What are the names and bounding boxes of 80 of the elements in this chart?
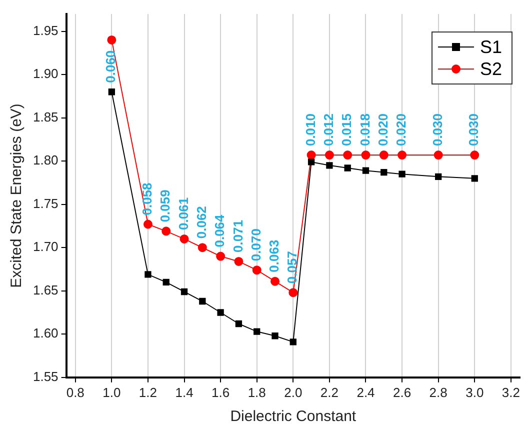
annotation: 0.063 xyxy=(266,240,282,272)
point xyxy=(272,332,278,340)
y-tick-label: 1.55 xyxy=(32,368,58,384)
point xyxy=(343,150,352,160)
point xyxy=(306,150,316,160)
annotation: 0.059 xyxy=(158,190,173,222)
point xyxy=(435,173,442,180)
annotation: 0.020 xyxy=(394,113,409,146)
annotation: 0.070 xyxy=(248,228,264,262)
x-tick-label: 1.0 xyxy=(102,384,121,400)
point xyxy=(180,288,188,296)
point xyxy=(216,252,226,261)
point xyxy=(361,150,370,160)
y-tick-label: 1.90 xyxy=(32,66,58,82)
point xyxy=(108,88,115,96)
point xyxy=(290,338,296,346)
x-tick-label: 3.2 xyxy=(502,384,520,400)
point xyxy=(308,158,315,166)
point xyxy=(270,276,280,286)
point xyxy=(471,175,478,182)
point xyxy=(434,150,443,160)
point xyxy=(143,220,152,229)
annotation: 0.057 xyxy=(284,251,300,284)
x-tick-label: 2.2 xyxy=(320,384,338,400)
annotation: 0.015 xyxy=(339,113,354,146)
point xyxy=(217,309,224,316)
annotation: 0.020 xyxy=(375,113,390,146)
annotation: 0.018 xyxy=(357,113,372,146)
annotation: 0.010 xyxy=(302,113,318,146)
point xyxy=(380,169,388,176)
y-tick-label: 1.85 xyxy=(32,109,58,124)
point xyxy=(144,271,152,278)
annotation: 0.071 xyxy=(230,220,246,252)
annotation: 0.062 xyxy=(194,206,209,239)
legend-label: S2 xyxy=(480,58,502,79)
point xyxy=(235,320,242,328)
x-tick-label: 2.0 xyxy=(284,384,302,400)
point xyxy=(470,150,480,160)
y-tick-label: 1.60 xyxy=(32,326,58,341)
legend-label: S1 xyxy=(480,36,502,57)
x-tick-label: 2.8 xyxy=(429,384,448,400)
annotation: 0.030 xyxy=(430,113,445,146)
y-tick-label: 1.95 xyxy=(32,22,58,38)
point xyxy=(398,150,407,160)
y-tick-label: 1.70 xyxy=(32,239,58,254)
x-tick-label: 1.2 xyxy=(138,384,158,400)
x-tick-label: 2.6 xyxy=(393,384,412,400)
x-axis-title: Dielectric Constant xyxy=(230,408,357,426)
point xyxy=(324,150,334,160)
x-tick-label: 1.6 xyxy=(212,384,230,400)
point xyxy=(162,278,170,286)
point xyxy=(326,162,333,169)
x-tick-label: 1.8 xyxy=(248,384,266,400)
y-tick-label: 1.65 xyxy=(32,282,58,298)
x-tick-label: 3.0 xyxy=(466,384,484,400)
point xyxy=(180,234,189,244)
annotation: 0.064 xyxy=(212,214,228,248)
annotation: 0.030 xyxy=(466,113,482,146)
annotation: 0.060 xyxy=(103,50,118,83)
point xyxy=(344,164,351,172)
point xyxy=(234,256,244,266)
x-tick-label: 1.4 xyxy=(175,384,194,400)
point xyxy=(254,328,260,335)
point xyxy=(288,288,298,298)
point xyxy=(252,266,262,275)
point xyxy=(162,226,171,236)
annotation: 0.061 xyxy=(176,197,191,230)
point xyxy=(107,35,116,44)
y-tick-label: 1.80 xyxy=(32,152,58,168)
y-axis-title: Excited State Energies (eV) xyxy=(8,104,26,288)
annotation: 0.012 xyxy=(321,113,336,146)
annotation: 0.058 xyxy=(140,182,155,216)
point xyxy=(362,167,370,174)
point xyxy=(379,150,388,160)
point xyxy=(199,298,206,305)
y-tick-label: 1.75 xyxy=(32,196,58,211)
point xyxy=(198,243,207,252)
x-tick-label: 2.4 xyxy=(356,384,375,400)
point xyxy=(398,170,406,178)
x-tick-label: 0.8 xyxy=(66,384,84,400)
